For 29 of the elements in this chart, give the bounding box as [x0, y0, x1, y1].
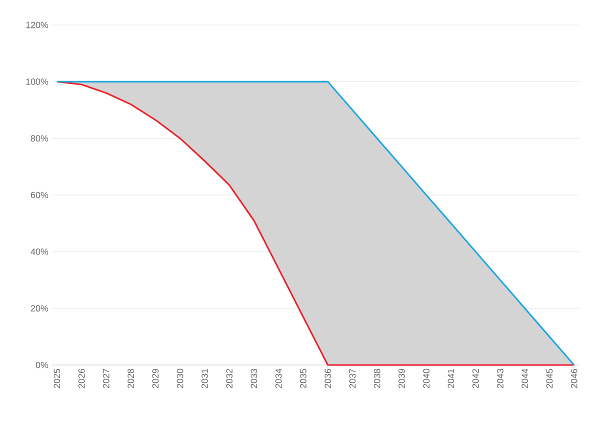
y-tick-label: 80% [30, 135, 48, 142]
x-tick-label: 2033 [250, 368, 258, 388]
x-tick-label: 2036 [324, 368, 331, 388]
x-tick-label: 2031 [202, 368, 208, 388]
x-tick-label: 2041 [448, 368, 454, 388]
x-tick-label: 2035 [300, 368, 306, 388]
x-tick-label: 2029 [152, 368, 159, 388]
x-tick-label: 2032 [226, 368, 232, 388]
x-tick-label: 2043 [497, 368, 504, 388]
x-tick-label: 2045 [546, 368, 553, 388]
x-tick-label: 2046 [570, 368, 578, 388]
x-tick-label: 2034 [275, 368, 282, 388]
x-tick-label: 2040 [423, 368, 430, 388]
x-tick-label: 2037 [349, 368, 356, 388]
x-tick-label: 2026 [78, 368, 85, 388]
x-tick-label: 2027 [103, 368, 110, 388]
y-tick-label: 0% [36, 362, 48, 368]
x-tick-label: 2028 [128, 368, 134, 388]
x-tick-label: 2030 [176, 368, 184, 388]
x-tick-label: 2039 [398, 368, 405, 388]
y-tick-label: 120% [26, 22, 48, 28]
x-tick-label: 2025 [54, 368, 60, 388]
y-tick-label: 100% [26, 78, 48, 85]
x-tick-label: 2042 [472, 368, 479, 388]
x-tick-label: 2038 [374, 368, 380, 388]
x-tick-label: 2044 [522, 368, 528, 388]
y-tick-label: 40% [30, 248, 48, 255]
y-tick-label: 20% [30, 305, 48, 312]
y-tick-label: 60% [30, 192, 48, 198]
